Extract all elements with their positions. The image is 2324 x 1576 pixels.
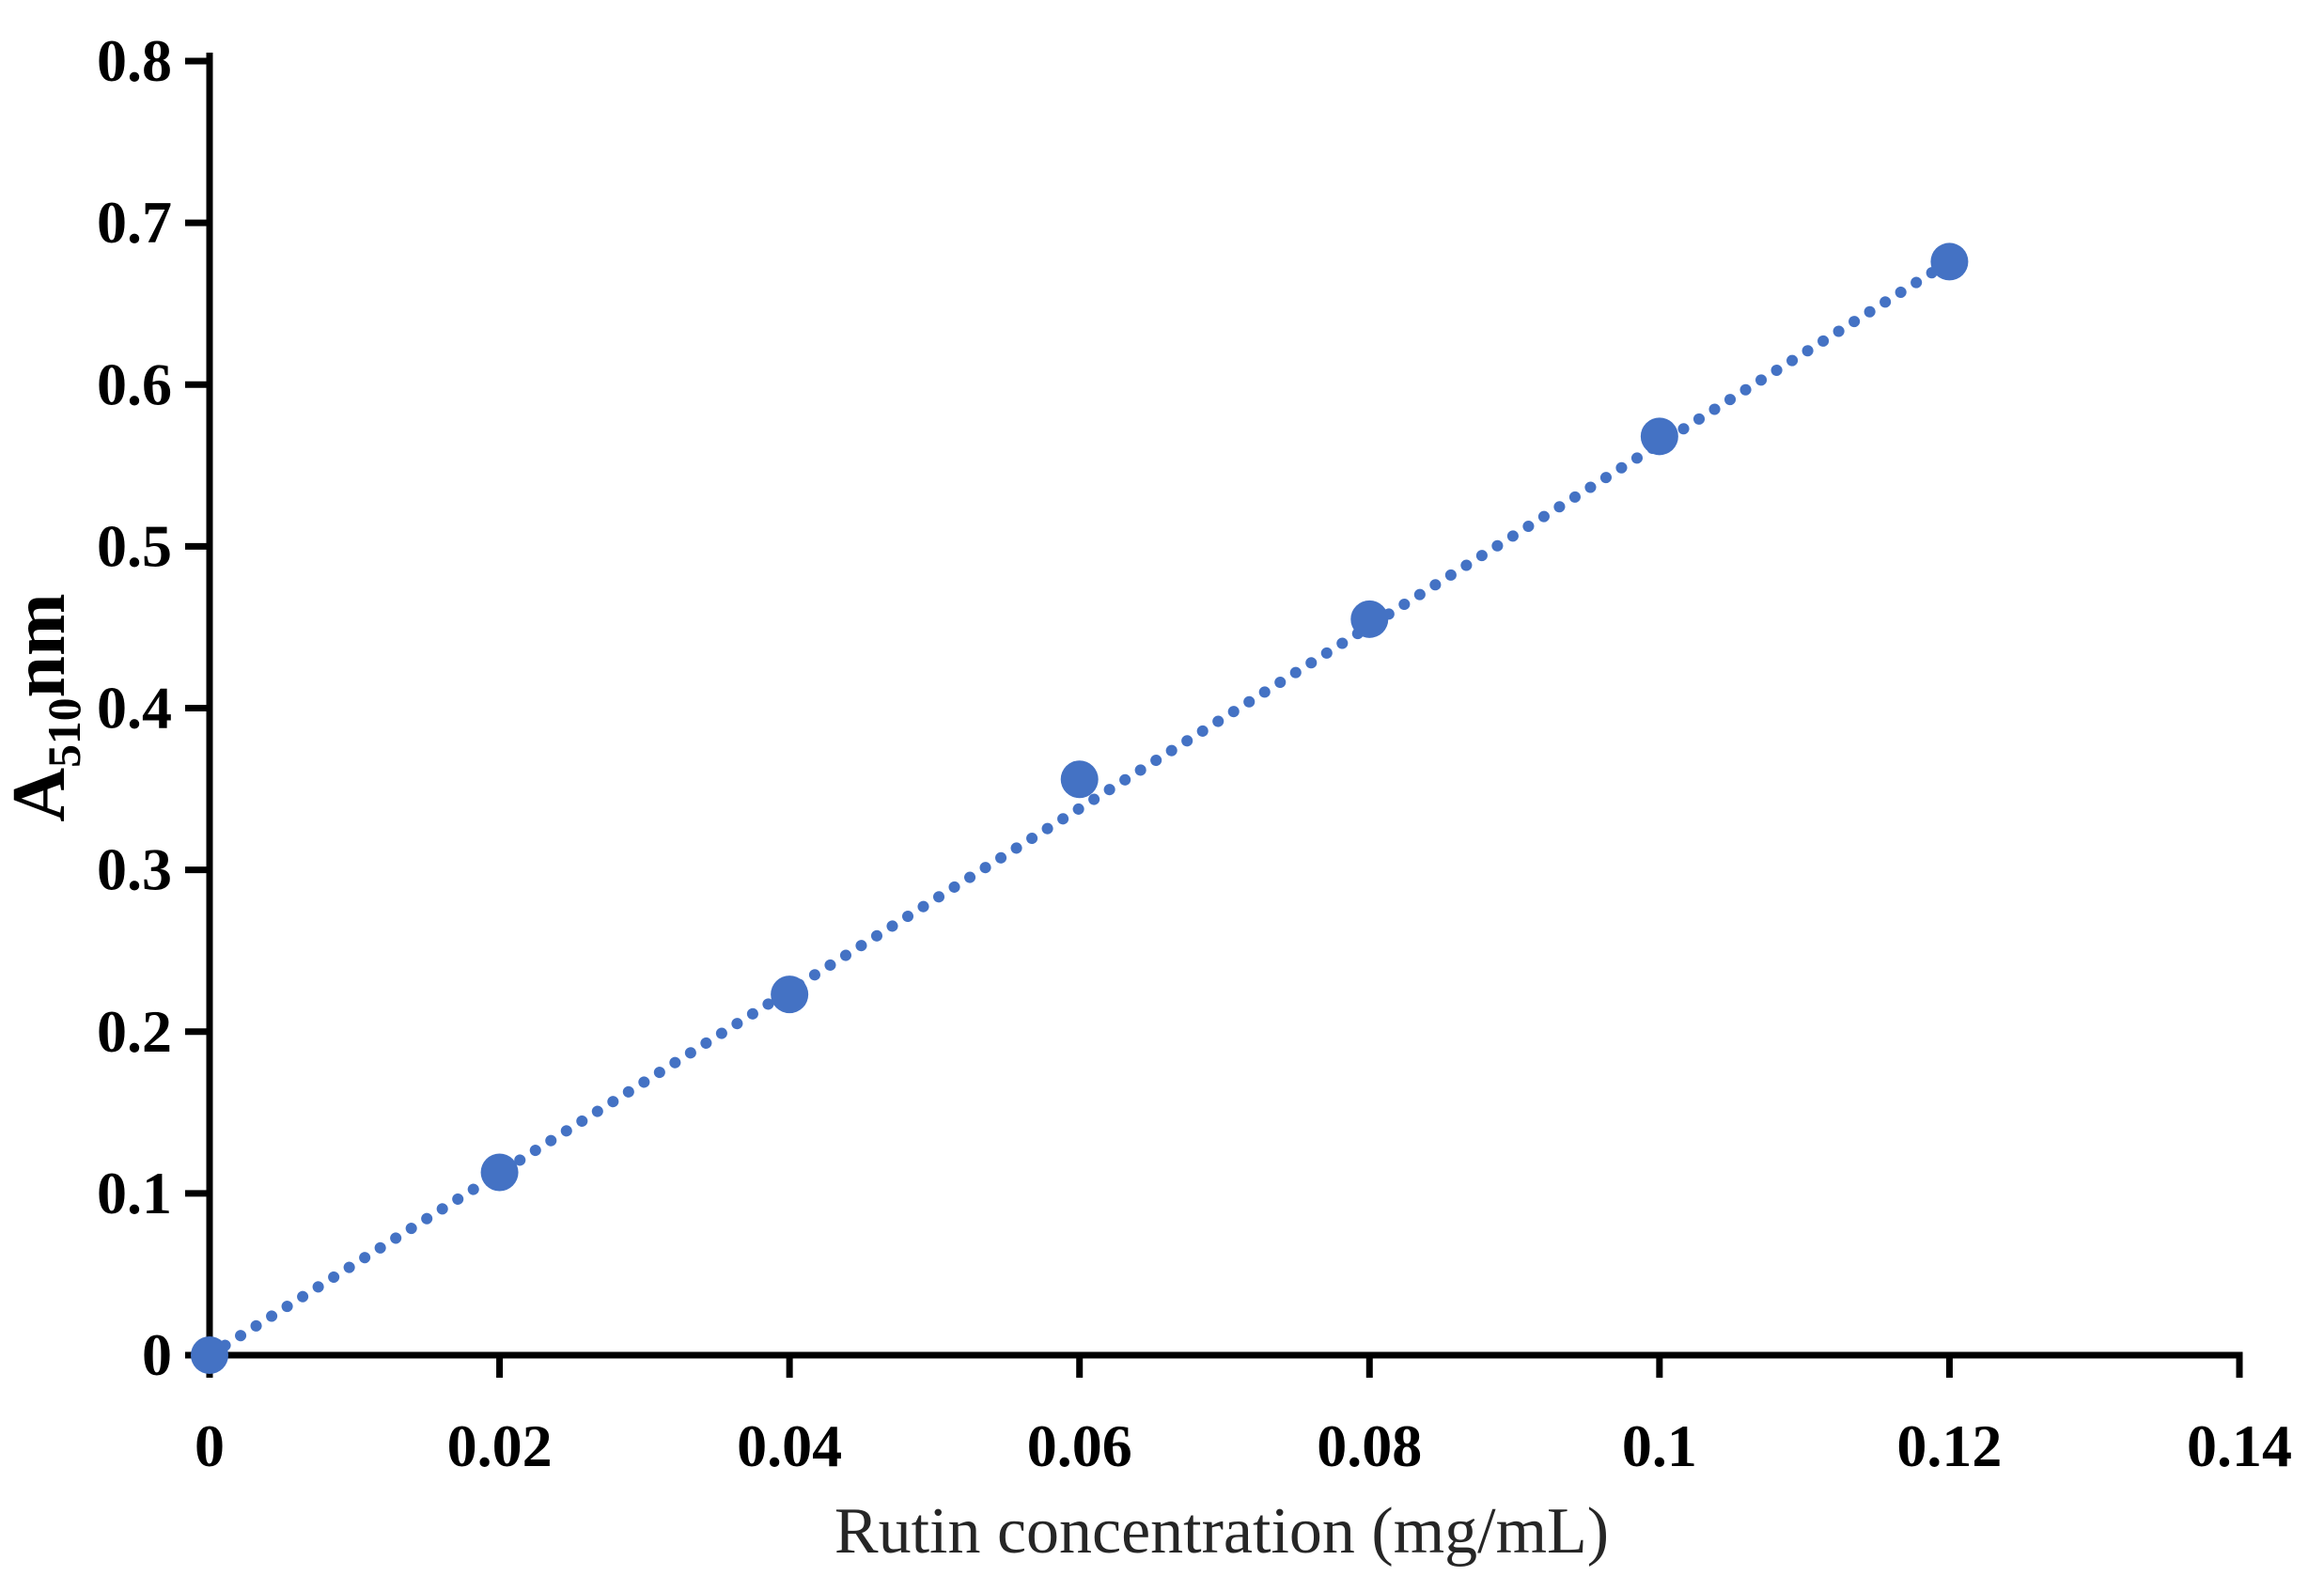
- y-tick-label: 0.1: [97, 1160, 172, 1226]
- data-point: [1930, 242, 1969, 281]
- data-point: [191, 1336, 228, 1374]
- data-point: [480, 1153, 519, 1192]
- y-axis-title: A510nm: [0, 593, 90, 821]
- y-axis-title-base: A: [0, 767, 81, 822]
- data-point: [1060, 760, 1099, 799]
- x-tick-label: 0.06: [1027, 1412, 1132, 1479]
- y-tick-label: 0.4: [97, 675, 172, 741]
- x-tick-label: 0.02: [447, 1412, 553, 1479]
- x-tick-label: 0: [195, 1412, 225, 1479]
- x-tick-label: 0.08: [1317, 1412, 1422, 1479]
- x-tick-label: 0.12: [1896, 1412, 2002, 1479]
- y-tick-label: 0.6: [97, 351, 172, 417]
- y-tick-label: 0.7: [97, 189, 172, 256]
- y-tick-label: 0: [142, 1321, 172, 1388]
- y-axis-title-suffix: nm: [0, 593, 81, 698]
- y-tick-label: 0.3: [97, 836, 172, 903]
- trendline-dotted: [204, 256, 1956, 1361]
- x-tick-label: 0.14: [2187, 1412, 2292, 1479]
- x-axis-title: Rutin concentration (mg/mL): [834, 1495, 1610, 1568]
- y-axis-title-subscript: 510: [39, 697, 90, 768]
- y-tick-label: 0.5: [97, 512, 172, 579]
- y-tick-label: 0.8: [97, 27, 172, 94]
- data-point: [1640, 417, 1678, 456]
- x-tick-label: 0.1: [1622, 1412, 1697, 1479]
- data-point: [771, 975, 809, 1014]
- x-tick-label: 0.04: [737, 1412, 842, 1479]
- y-tick-label: 0.2: [97, 998, 172, 1065]
- data-point: [1350, 600, 1389, 638]
